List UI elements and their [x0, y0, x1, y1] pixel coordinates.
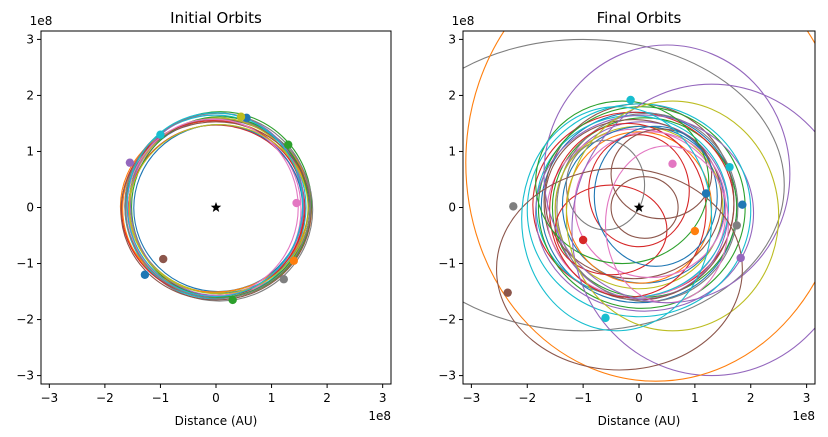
y-tick-label: 0: [26, 201, 34, 215]
y-tick-label: −3: [16, 369, 34, 383]
plot-area: [119, 111, 314, 305]
x-axis-label: Distance (AU): [175, 414, 258, 428]
body-point: [125, 158, 135, 167]
body-point: [279, 275, 288, 284]
body-point: [140, 270, 150, 279]
y-tick-label: −2: [438, 313, 456, 327]
body-point: [701, 189, 711, 198]
y-tick-label: 2: [448, 88, 456, 102]
orbit-line: [571, 83, 815, 377]
y-offset-label: 1e8: [30, 14, 53, 28]
y-tick-label: 0: [448, 201, 456, 215]
y-tick-label: 1: [448, 144, 456, 158]
orbit-line: [535, 114, 755, 312]
star-marker: [210, 202, 222, 212]
orbit-line: [543, 44, 791, 304]
x-tick-label: −1: [574, 391, 592, 405]
y-tick-label: 2: [26, 88, 34, 102]
body-point: [509, 202, 518, 211]
body-point: [292, 198, 301, 208]
x-tick-label: 2: [747, 391, 755, 405]
orbit-line: [126, 112, 304, 298]
x-tick-label: 3: [379, 391, 387, 405]
body-point: [738, 200, 747, 209]
body-point: [159, 254, 168, 264]
chart-title: Initial Orbits: [170, 9, 262, 27]
orbit-line: [495, 167, 743, 371]
x-tick-label: 2: [323, 391, 331, 405]
orbit-line: [549, 122, 707, 298]
orbit-line: [465, 31, 815, 382]
orbit-line: [120, 121, 312, 301]
orbit-line: [463, 38, 785, 332]
orbit-line: [565, 100, 780, 332]
orbit-line: [593, 125, 718, 267]
orbit-line: [574, 131, 727, 279]
x-tick-label: 1: [691, 391, 699, 405]
x-tick-label: −2: [96, 391, 114, 405]
x-tick-label: −3: [40, 391, 58, 405]
x-tick-label: 0: [635, 391, 643, 405]
body-point: [578, 235, 588, 245]
x-tick-label: 1: [268, 391, 276, 405]
body-point: [732, 221, 741, 230]
plot-area: [463, 31, 815, 382]
y-tick-label: −1: [16, 257, 34, 271]
x-tick-label: 3: [803, 391, 811, 405]
y-tick-label: −3: [438, 369, 456, 383]
x-tick-label: 0: [212, 391, 220, 405]
body-point: [690, 226, 700, 236]
x-tick-label: −1: [152, 391, 170, 405]
body-point: [601, 313, 610, 323]
body-point: [626, 95, 635, 105]
star-marker: [633, 202, 645, 212]
body-point: [503, 288, 512, 297]
orbit-line: [588, 134, 690, 248]
y-tick-label: 3: [448, 32, 456, 46]
y-tick-label: −2: [16, 313, 34, 327]
chart-title: Final Orbits: [597, 9, 682, 27]
body-point: [156, 130, 165, 139]
orbit-line: [526, 103, 752, 318]
body-point: [284, 140, 293, 149]
y-tick-label: 1: [26, 144, 34, 158]
body-point: [725, 162, 734, 172]
body-point: [228, 295, 237, 305]
x-offset-label: 1e8: [368, 409, 391, 423]
x-offset-label: 1e8: [792, 409, 815, 423]
chart-1: −3 −2 −1 0 1 2 3 −3 −2 −1 0 1 2 3 Initial Orbits Distan…: [16, 9, 392, 428]
y-tick-label: 3: [26, 32, 34, 46]
orbit-line: [544, 118, 723, 280]
chart-2: −3 −2 −1 0 1 2 3 −3 −2 −1 0 1 2 3 Final Orbits Distance…: [438, 9, 816, 428]
body-point: [736, 253, 745, 263]
y-tick-label: −1: [438, 257, 456, 271]
body-point: [668, 159, 677, 168]
orbit-line: [521, 106, 713, 332]
orbit-line: [128, 124, 309, 295]
x-tick-label: −3: [463, 391, 481, 405]
orbit-line: [610, 128, 713, 220]
orbit-line: [535, 100, 710, 265]
x-axis-label: Distance (AU): [598, 414, 681, 428]
y-offset-label: 1e8: [452, 14, 475, 28]
orbit-line: [610, 176, 679, 239]
body-point: [236, 112, 246, 121]
body-point: [289, 256, 298, 265]
x-tick-label: −2: [518, 391, 536, 405]
